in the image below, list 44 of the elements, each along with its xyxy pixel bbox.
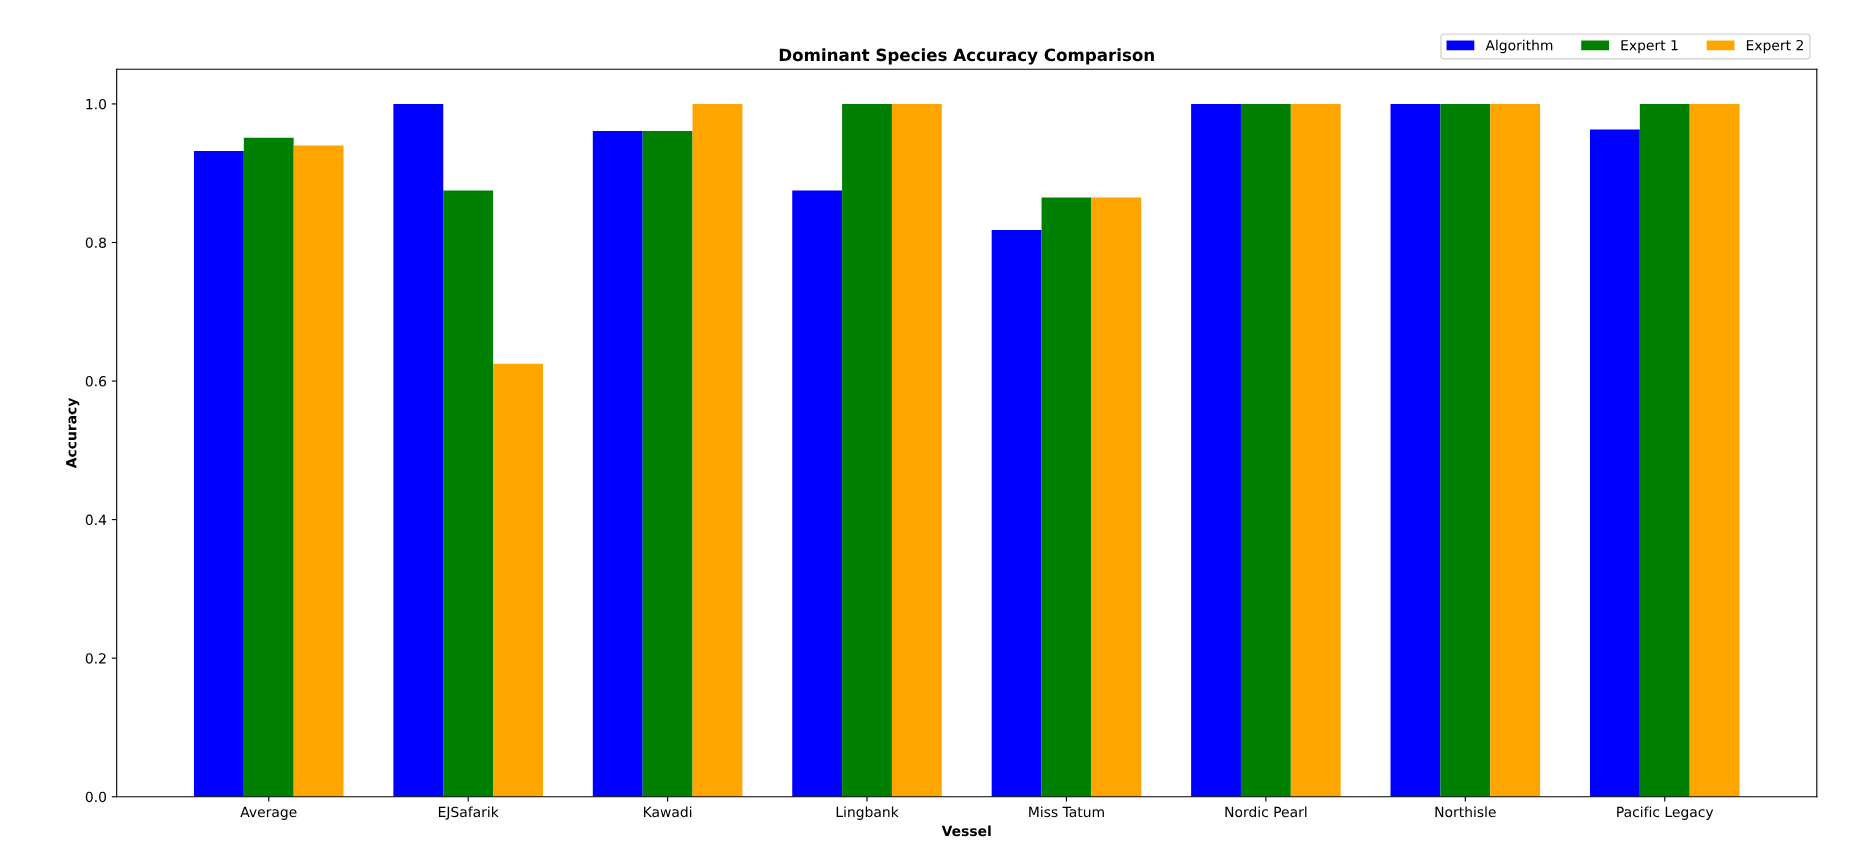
bar <box>991 230 1042 797</box>
bar <box>1390 103 1441 797</box>
x-tick-label: Pacific Legacy <box>1617 806 1714 820</box>
bar <box>792 190 843 797</box>
bar <box>1290 103 1341 797</box>
x-tick-label: Nordic Pearl <box>1225 806 1307 818</box>
bar <box>1240 103 1291 797</box>
bar <box>1490 103 1541 797</box>
x-tick-label: Miss Tatum <box>1029 806 1104 818</box>
y-tick-label: 0.6 <box>85 376 107 387</box>
bar <box>1689 103 1740 797</box>
bar <box>1440 103 1491 797</box>
x-tick-label: Northisle <box>1435 806 1496 818</box>
bar <box>1091 197 1142 797</box>
legend-label: Algorithm <box>1485 39 1553 54</box>
y-tick-label: 0.8 <box>85 237 106 248</box>
legend-label: Expert 1 <box>1621 40 1678 54</box>
bar <box>592 130 643 797</box>
y-tick-label: 1.0 <box>86 98 107 110</box>
chart-title: Dominant Species Accuracy Comparison <box>779 48 1154 65</box>
y-tick-label: 0.2 <box>85 653 106 664</box>
y-tick-label: 0.0 <box>85 791 107 803</box>
bar <box>1589 129 1640 797</box>
bar <box>642 130 693 797</box>
bar <box>1639 103 1690 797</box>
bar <box>243 137 294 797</box>
bar <box>193 151 244 797</box>
legend-label: Expert 2 <box>1746 39 1803 54</box>
x-tick-label: Kawadi <box>644 806 692 818</box>
bar <box>1191 103 1241 797</box>
bar <box>293 145 344 797</box>
bar <box>842 103 892 797</box>
bar <box>692 103 743 797</box>
x-axis-title: Vessel <box>941 825 991 837</box>
y-tick-label: 0.4 <box>85 514 107 526</box>
bar <box>393 103 444 797</box>
bar <box>493 363 543 797</box>
x-tick-label: Average <box>240 806 297 820</box>
x-tick-label: Lingbank <box>836 806 899 820</box>
bar <box>891 103 942 797</box>
bar <box>443 190 494 797</box>
x-tick-label: EJSafarik <box>438 806 499 820</box>
y-axis-title: Accuracy <box>66 397 80 469</box>
bar <box>1041 197 1092 797</box>
